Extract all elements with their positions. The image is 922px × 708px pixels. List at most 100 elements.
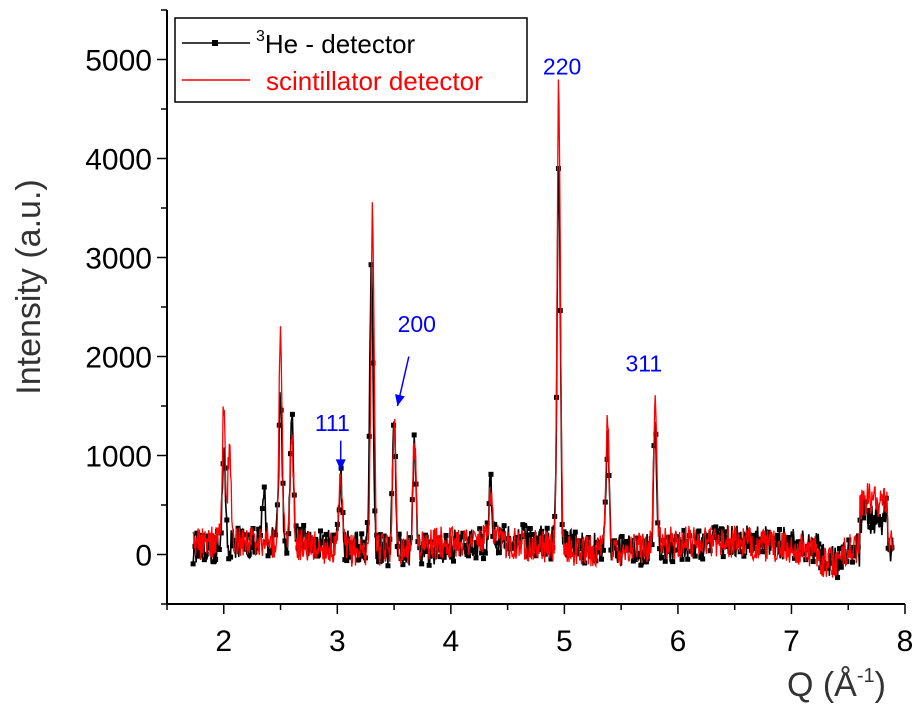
data-point xyxy=(466,553,472,559)
x-tick-label: 8 xyxy=(897,625,914,658)
data-point xyxy=(394,543,400,549)
data-point xyxy=(306,546,312,552)
data-point xyxy=(836,546,842,552)
data-point xyxy=(876,518,882,524)
data-point xyxy=(621,541,627,547)
data-point xyxy=(396,531,402,537)
data-point xyxy=(492,521,498,527)
y-tick-label: 1000 xyxy=(85,441,152,474)
data-point xyxy=(658,555,664,561)
data-point xyxy=(518,534,524,540)
data-point xyxy=(580,555,586,561)
data-point xyxy=(449,554,455,560)
data-point xyxy=(471,549,477,555)
data-point xyxy=(850,559,856,565)
x-tick-label: 3 xyxy=(329,625,346,658)
data-point xyxy=(318,528,324,534)
x-tick-label: 7 xyxy=(783,625,800,658)
data-point xyxy=(278,407,284,413)
series-line-1 xyxy=(192,79,894,578)
x-axis-title-sup: -1 xyxy=(857,665,875,687)
data-point xyxy=(868,524,874,530)
data-point xyxy=(385,563,391,569)
data-point xyxy=(441,554,447,560)
x-axis-title: Q (Å-1) xyxy=(787,665,886,704)
data-point xyxy=(525,532,531,538)
data-point xyxy=(381,533,387,539)
data-point xyxy=(261,484,267,490)
data-point xyxy=(366,433,372,439)
data-point xyxy=(632,556,638,562)
data-point xyxy=(801,550,807,556)
data-point xyxy=(846,537,852,543)
data-point xyxy=(218,530,224,536)
data-point xyxy=(376,558,382,564)
legend-he-sup: 3 xyxy=(256,28,265,45)
legend: 3He - detector scintillator detector xyxy=(174,17,528,103)
legend-entry-scint: scintillator detector xyxy=(266,66,483,96)
data-point xyxy=(750,532,756,538)
data-point xyxy=(702,533,708,539)
data-point xyxy=(741,553,747,559)
peak-label-220: 220 xyxy=(543,53,581,79)
data-point xyxy=(713,524,719,530)
data-point xyxy=(235,525,241,531)
x-tick-label: 4 xyxy=(443,625,460,658)
data-point xyxy=(479,550,485,556)
data-point xyxy=(484,520,490,526)
arrow-head-111 xyxy=(335,459,346,471)
data-point xyxy=(514,535,520,541)
peak-label-111: 111 xyxy=(315,410,350,436)
data-point xyxy=(539,528,545,534)
data-point xyxy=(812,551,818,557)
data-point xyxy=(531,531,537,537)
data-point xyxy=(623,539,629,545)
data-point xyxy=(494,540,500,546)
data-point xyxy=(544,525,550,531)
data-point xyxy=(462,542,468,548)
x-tick-label: 2 xyxy=(215,625,232,658)
data-point xyxy=(687,533,693,539)
data-point xyxy=(685,556,691,562)
data-point xyxy=(880,516,886,522)
data-point xyxy=(451,558,457,564)
data-point xyxy=(480,556,486,562)
data-point xyxy=(831,569,837,575)
data-point xyxy=(570,533,576,539)
data-point xyxy=(190,561,196,567)
peak-label-200: 200 xyxy=(398,311,436,337)
data-point xyxy=(216,546,222,552)
data-point xyxy=(353,543,359,549)
data-point xyxy=(284,550,290,556)
data-point xyxy=(495,550,501,556)
data-point xyxy=(379,541,385,547)
legend-box xyxy=(174,17,528,103)
data-point xyxy=(707,548,713,554)
data-point xyxy=(256,526,262,532)
x-tick-label: 5 xyxy=(556,625,573,658)
data-point xyxy=(555,165,561,171)
y-tick-label: 5000 xyxy=(85,45,152,78)
x-axis-title-close: ) xyxy=(875,666,886,704)
data-point xyxy=(718,526,724,532)
x-axis-title-main: Q (Å xyxy=(787,666,857,704)
data-point xyxy=(600,547,606,553)
legend-he-text: He - detector xyxy=(265,29,416,59)
data-point xyxy=(201,557,207,563)
data-point xyxy=(407,535,413,541)
data-point xyxy=(246,551,252,557)
data-point xyxy=(782,545,788,551)
data-point xyxy=(681,527,687,533)
data-point xyxy=(866,518,872,524)
data-point xyxy=(745,534,751,540)
data-point xyxy=(634,535,640,541)
data-point xyxy=(760,549,766,555)
data-point xyxy=(700,556,706,562)
data-point xyxy=(364,520,370,526)
data-point xyxy=(377,532,383,538)
data-point xyxy=(786,534,792,540)
data-point xyxy=(810,558,816,564)
data-point xyxy=(424,548,430,554)
data-point xyxy=(460,530,466,536)
